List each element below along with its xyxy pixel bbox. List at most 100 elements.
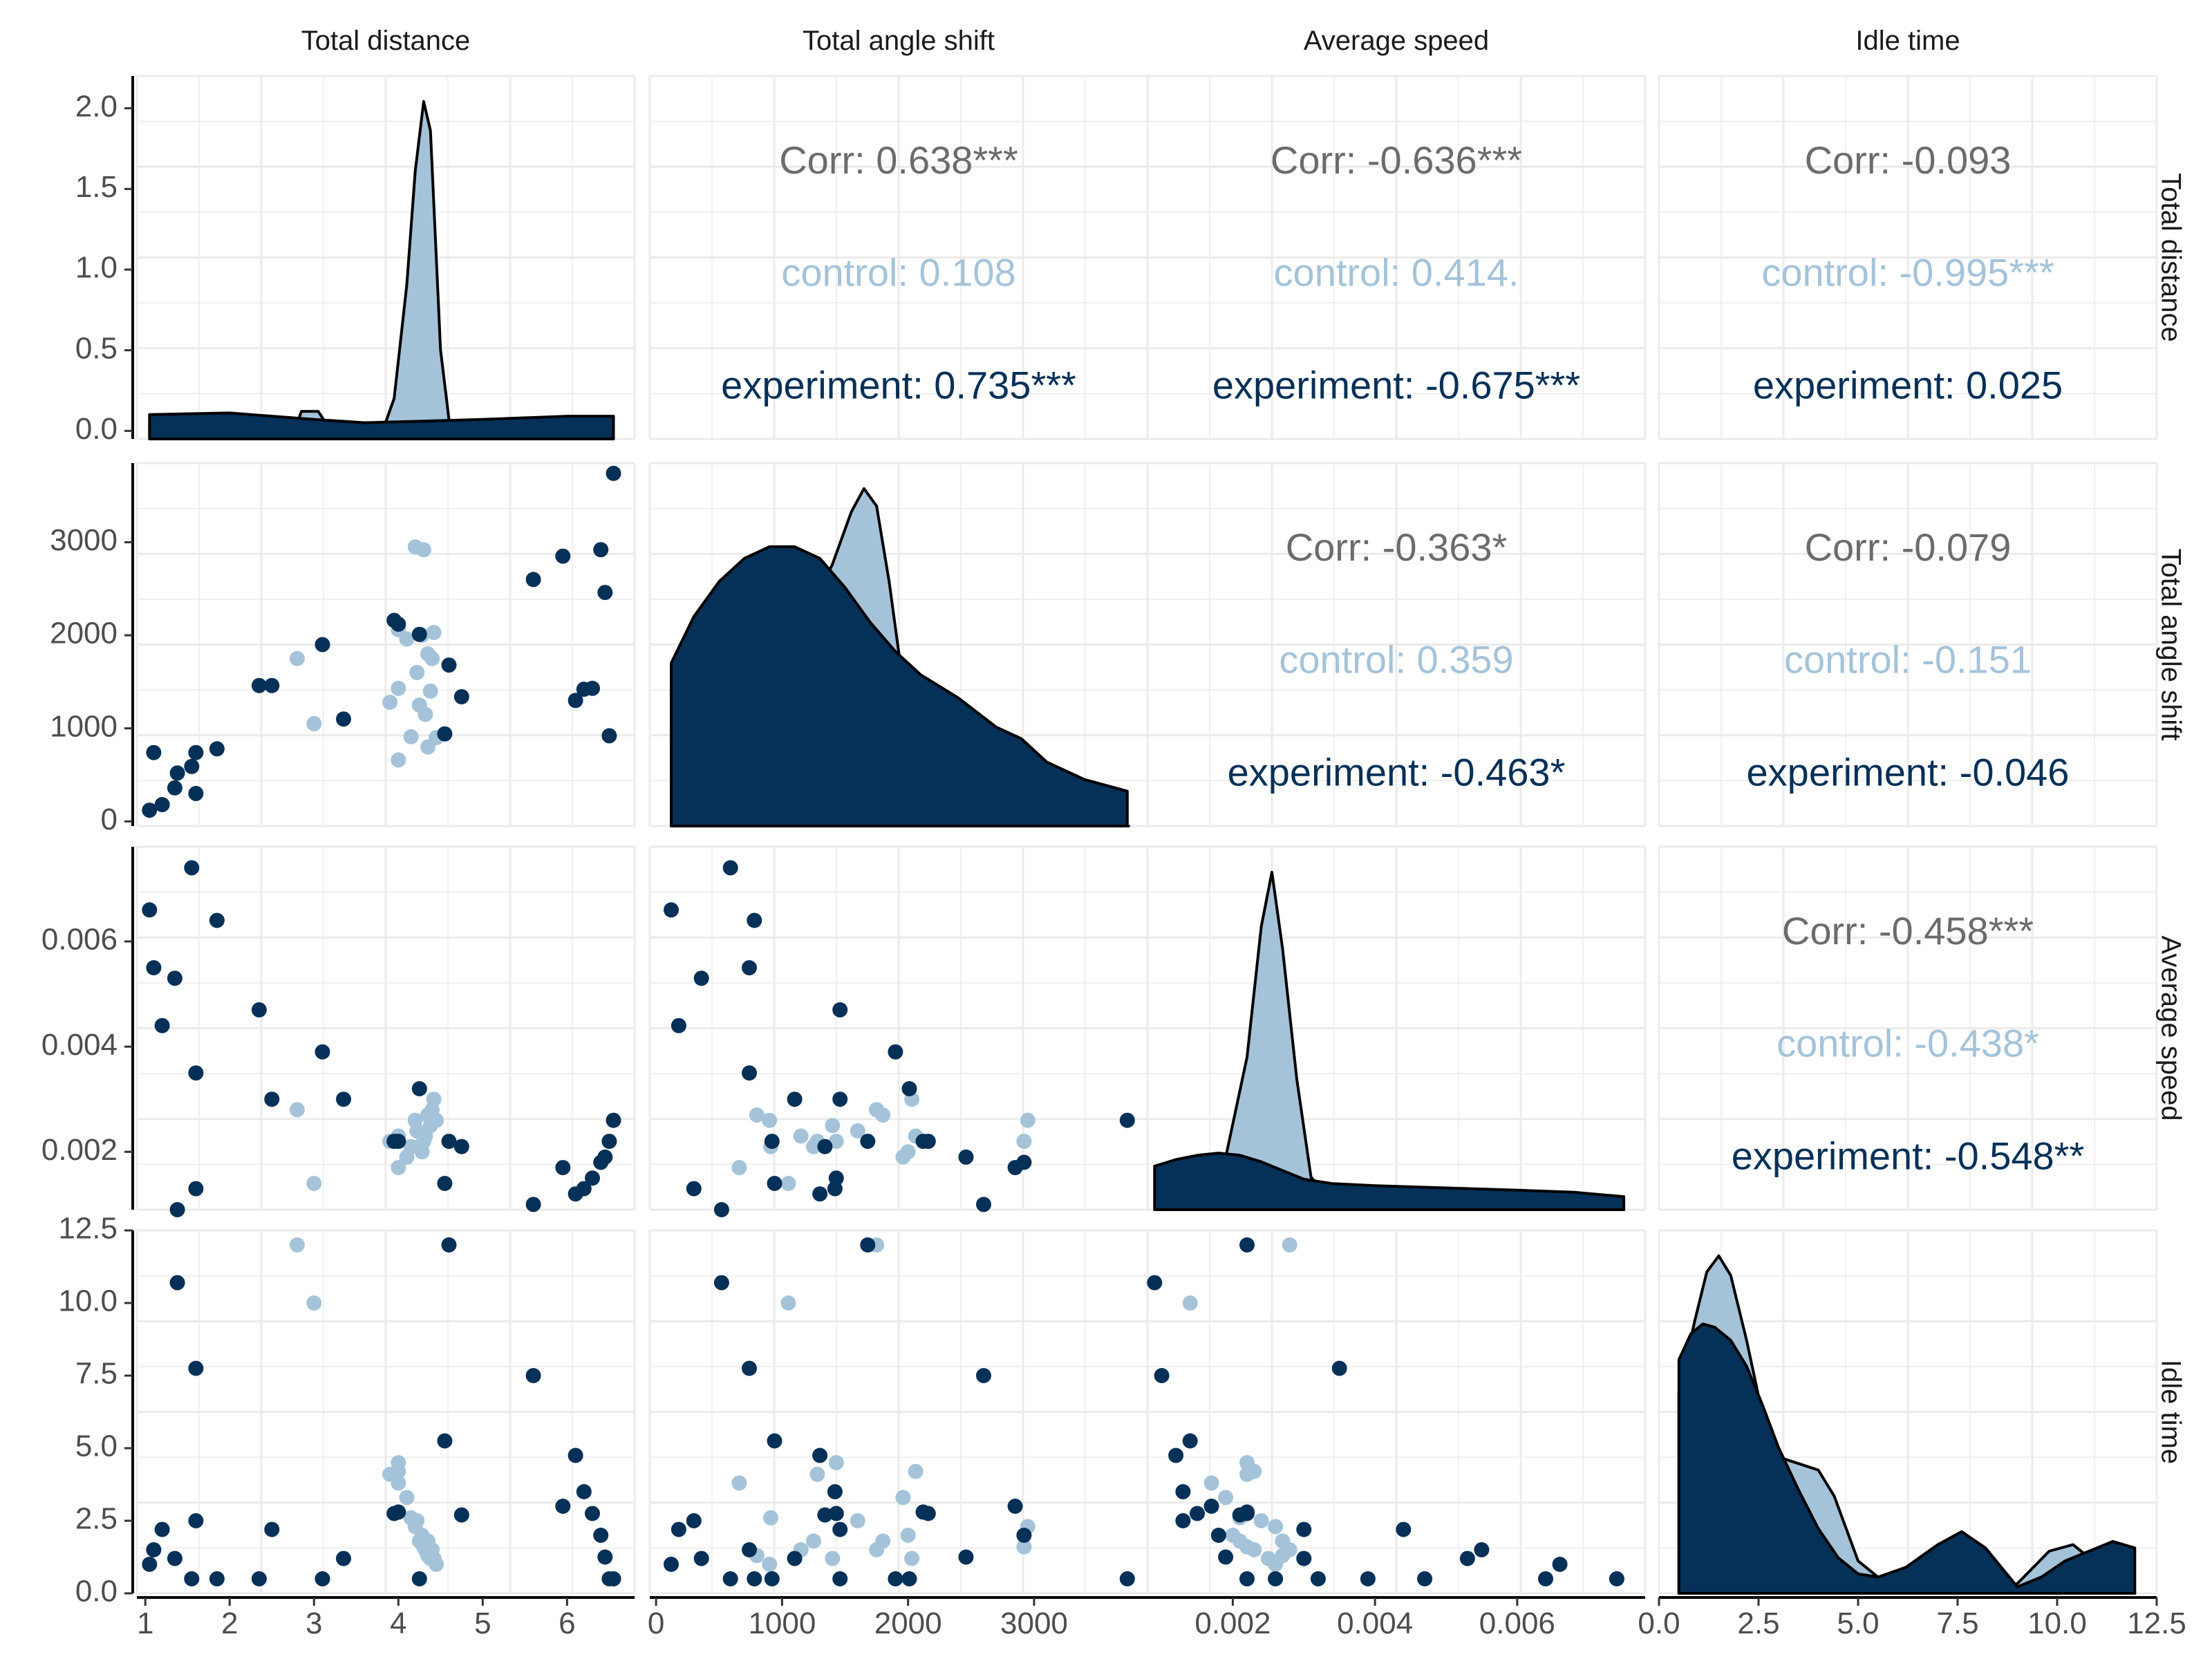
point-experiment-7 — [686, 1181, 702, 1197]
point-control-8 — [1020, 1112, 1035, 1128]
y-tick-label: 0.002 — [41, 1133, 118, 1167]
point-experiment-16 — [1182, 1433, 1198, 1449]
panel-idle-time-vs-average-speed — [1146, 1229, 1647, 1595]
point-experiment-15 — [411, 626, 427, 642]
point-experiment-0 — [1552, 1557, 1568, 1572]
point-experiment-16 — [437, 1433, 453, 1449]
point-experiment-2 — [154, 1521, 170, 1537]
panel-total-distance-vs-average-speed: Corr: -0.636*** control: 0.414. experiment… — [1146, 75, 1647, 440]
x-tick-label: 6 — [559, 1606, 575, 1640]
point-experiment-3 — [693, 1550, 709, 1566]
point-experiment-23 — [1190, 1506, 1205, 1521]
point-experiment-0 — [142, 1557, 158, 1572]
point-experiment-3 — [693, 971, 709, 986]
point-experiment-2 — [154, 797, 170, 812]
point-experiment-5 — [1609, 1571, 1624, 1586]
panel-grid — [1658, 845, 2158, 1211]
point-control-4 — [1203, 1475, 1219, 1491]
point-experiment-12 — [336, 1091, 351, 1107]
point-experiment-2 — [671, 1521, 686, 1537]
point-experiment-14 — [915, 1504, 931, 1520]
point-control-19 — [1268, 1557, 1284, 1572]
x-tick-label: 1000 — [748, 1606, 816, 1640]
corr-experiment-text: experiment: -0.046 — [1747, 750, 2070, 794]
point-control-13 — [793, 1128, 809, 1144]
point-experiment-17 — [441, 1134, 457, 1150]
point-experiment-20 — [555, 1499, 571, 1514]
point-control-8 — [1268, 1519, 1284, 1535]
panel-grid — [135, 845, 636, 1211]
point-experiment-26 — [601, 1134, 617, 1150]
point-experiment-15 — [1310, 1571, 1326, 1586]
point-experiment-0 — [142, 803, 158, 818]
point-control-18 — [426, 625, 442, 640]
corr-experiment-text: experiment: -0.675*** — [1212, 363, 1580, 406]
point-control-12 — [415, 542, 431, 558]
point-control-10 — [806, 1138, 821, 1154]
point-control-3 — [391, 680, 406, 696]
point-experiment-24 — [1016, 1154, 1032, 1170]
point-experiment-12 — [336, 1550, 351, 1566]
y-tick-label: 0.006 — [41, 923, 118, 957]
point-experiment-22 — [1175, 1484, 1191, 1499]
panel-grid — [1658, 75, 2158, 440]
point-experiment-7 — [1175, 1513, 1191, 1528]
point-experiment-10 — [264, 1091, 280, 1107]
point-experiment-20 — [1007, 1499, 1023, 1514]
point-experiment-24 — [593, 1528, 609, 1543]
point-experiment-19 — [525, 572, 541, 588]
point-control-9 — [409, 1513, 425, 1528]
point-experiment-4 — [1147, 1275, 1163, 1291]
panel-grid — [1146, 462, 1647, 827]
point-experiment-0 — [664, 1557, 679, 1572]
x-tick-label: 4 — [390, 1606, 406, 1640]
point-experiment-8 — [747, 912, 762, 928]
panel-total-angle-shift-vs-idle-time: Corr: -0.079 control: -0.151 experiment: -… — [1658, 462, 2158, 827]
point-experiment-4 — [713, 1202, 729, 1217]
point-experiment-15 — [411, 1571, 427, 1586]
point-experiment-10 — [832, 1091, 848, 1107]
strip-label-top-average-speed: Average speed — [1304, 26, 1489, 56]
point-experiment-20 — [555, 1160, 571, 1176]
x-tick-label: 3 — [306, 1606, 322, 1640]
x-axis-total-angle-shift: 0 1000 2000 3000 — [648, 1596, 1147, 1640]
strip-label-top-total-distance: Total distance — [301, 26, 471, 56]
point-experiment-26 — [764, 1134, 780, 1150]
point-experiment-3 — [1459, 1550, 1475, 1566]
point-experiment-23 — [585, 1506, 600, 1521]
point-experiment-18 — [453, 688, 469, 704]
x-tick-label: 0.002 — [1194, 1606, 1271, 1640]
point-control-16 — [825, 1550, 841, 1566]
x-tick-label: 2.5 — [1737, 1606, 1779, 1640]
y-axis-idle-time: 0.0 2.5 5.0 7.5 10.0 12.5 — [58, 1212, 134, 1609]
strip-label-right-average-speed: Average speed — [2155, 935, 2186, 1121]
corr-control-text: control: -0.438* — [1777, 1022, 2039, 1065]
point-experiment-16 — [767, 1433, 782, 1449]
point-control-1 — [306, 715, 322, 731]
point-experiment-5 — [722, 1571, 738, 1586]
panel-total-angle-shift-vs-average-speed: Corr: -0.363* control: 0.359 experiment: -… — [1146, 462, 1647, 827]
y-tick-label: 1.5 — [75, 170, 118, 204]
corr-overall-text: Corr: -0.079 — [1805, 525, 2012, 569]
panel-total-distance-vs-idle-time: Corr: -0.093 control: -0.995*** experiment… — [1658, 75, 2158, 440]
point-experiment-14 — [391, 1504, 406, 1520]
point-experiment-0 — [142, 902, 158, 918]
point-control-16 — [422, 683, 438, 699]
corr-experiment-text: experiment: -0.548** — [1732, 1134, 2085, 1177]
point-experiment-16 — [437, 1176, 453, 1191]
point-experiment-11 — [315, 1044, 330, 1060]
corr-control-text: control: -0.151 — [1784, 638, 2032, 682]
point-experiment-1 — [1474, 1542, 1490, 1557]
point-experiment-18 — [817, 1507, 833, 1523]
point-experiment-20 — [555, 548, 571, 564]
y-tick-label: 0.004 — [41, 1028, 118, 1062]
corr-control-text: control: 0.359 — [1279, 638, 1513, 682]
point-control-9 — [409, 664, 425, 680]
point-experiment-17 — [1239, 1237, 1255, 1253]
point-control-11 — [900, 1528, 916, 1543]
point-experiment-4 — [169, 765, 185, 781]
point-experiment-7 — [188, 1181, 204, 1197]
point-experiment-2 — [154, 1018, 170, 1033]
point-experiment-15 — [901, 1081, 917, 1096]
strip-label-right-total-distance: Total distance — [2155, 173, 2186, 342]
